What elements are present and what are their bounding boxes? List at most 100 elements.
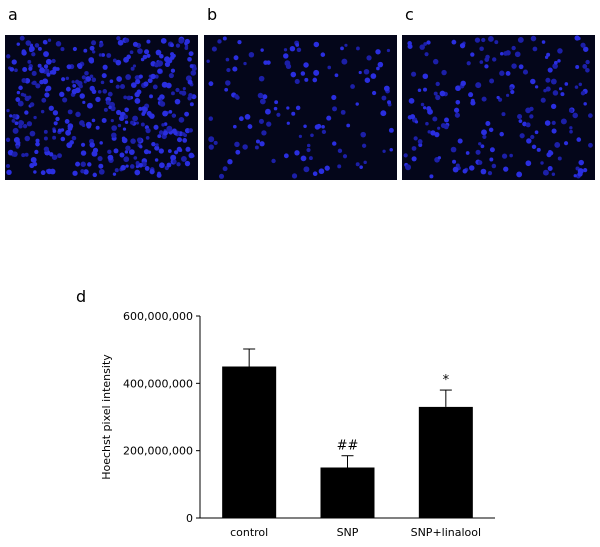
nucleus — [43, 40, 48, 45]
micrographs — [5, 35, 595, 180]
nucleus — [55, 41, 62, 47]
nucleus — [359, 165, 363, 169]
nucleus — [312, 171, 318, 177]
nucleus — [468, 92, 474, 98]
nucleus — [505, 71, 511, 76]
nucleus — [5, 137, 11, 142]
nucleus — [344, 43, 348, 47]
nucleus — [547, 165, 553, 171]
nucleus — [65, 129, 72, 136]
nucleus — [29, 102, 35, 107]
nucleus — [547, 67, 553, 73]
nucleus — [176, 146, 182, 152]
nucleus — [274, 100, 279, 105]
nucleus — [132, 115, 139, 122]
nucleus — [572, 112, 578, 119]
nucleus — [443, 124, 449, 130]
nucleus — [83, 48, 88, 53]
nucleus — [22, 123, 28, 129]
nucleus — [532, 46, 538, 52]
nucleus — [408, 98, 415, 104]
nucleus — [89, 74, 94, 79]
nucleus — [294, 150, 300, 156]
nucleus — [429, 174, 434, 179]
nucleus — [522, 121, 527, 127]
nucleus — [166, 125, 173, 132]
nucleus — [116, 76, 122, 82]
nucleus — [454, 112, 461, 118]
nucleus — [138, 74, 143, 79]
nucleus — [89, 142, 95, 148]
nucleus — [34, 43, 40, 48]
nucleus — [553, 60, 558, 65]
nucleus — [509, 86, 514, 91]
nucleus — [154, 145, 160, 151]
nucleus — [208, 136, 215, 143]
nucleus — [124, 107, 129, 113]
nucleus — [510, 89, 515, 95]
nucleus — [258, 75, 265, 82]
nucleus — [478, 142, 482, 146]
nucleus — [184, 160, 191, 167]
nucleus — [265, 108, 271, 115]
nucleus — [111, 125, 118, 131]
nucleus — [487, 171, 493, 176]
nucleus — [403, 153, 408, 158]
nucleus — [226, 67, 231, 73]
nucleus — [117, 39, 124, 46]
nucleus — [474, 37, 481, 43]
nucleus — [86, 102, 93, 109]
nucleus — [32, 161, 38, 167]
nucleus — [168, 73, 174, 79]
nucleus — [84, 70, 89, 76]
nucleus — [9, 67, 15, 72]
nucleus — [147, 78, 153, 84]
nucleus — [119, 84, 126, 90]
nucleus — [49, 152, 54, 157]
nucleus — [420, 102, 425, 107]
nucleus — [213, 140, 218, 145]
nucleus — [303, 62, 309, 68]
nucleus — [557, 48, 563, 54]
nucleus — [257, 92, 264, 99]
nucleus — [340, 46, 344, 51]
nucleus — [427, 130, 431, 134]
nucleus — [79, 120, 85, 126]
nucleus — [57, 128, 62, 133]
nucleus — [107, 91, 113, 97]
nucleus — [30, 156, 37, 163]
nucleus — [376, 66, 380, 71]
nucleus — [138, 106, 143, 111]
nucleus — [543, 88, 547, 93]
nucleus — [116, 36, 121, 41]
nucleus — [6, 163, 11, 168]
nucleus — [26, 121, 33, 127]
nucleus — [462, 168, 468, 174]
nucleus — [540, 161, 544, 165]
nucleus — [179, 90, 183, 95]
nucleus — [389, 147, 393, 152]
nucleus — [35, 83, 41, 89]
nucleus — [85, 76, 92, 82]
nucleus — [176, 137, 183, 143]
nucleus — [149, 169, 155, 175]
nucleus — [76, 63, 83, 69]
nucleus — [6, 54, 11, 59]
nucleus — [454, 107, 460, 113]
nucleus — [324, 165, 330, 171]
nucleus — [52, 135, 57, 140]
nucleus — [477, 160, 483, 165]
nucleus — [188, 51, 194, 57]
significance-label: * — [443, 373, 450, 388]
nucleus — [130, 120, 135, 125]
bar — [320, 467, 375, 518]
nucleus — [491, 163, 497, 169]
nucleus — [208, 116, 214, 121]
nucleus — [563, 141, 569, 146]
nucleus — [142, 54, 148, 60]
nucleus — [312, 77, 318, 83]
nucleus — [371, 90, 377, 96]
nucleus — [117, 123, 122, 128]
nucleus — [33, 115, 37, 120]
nucleus — [135, 79, 141, 85]
